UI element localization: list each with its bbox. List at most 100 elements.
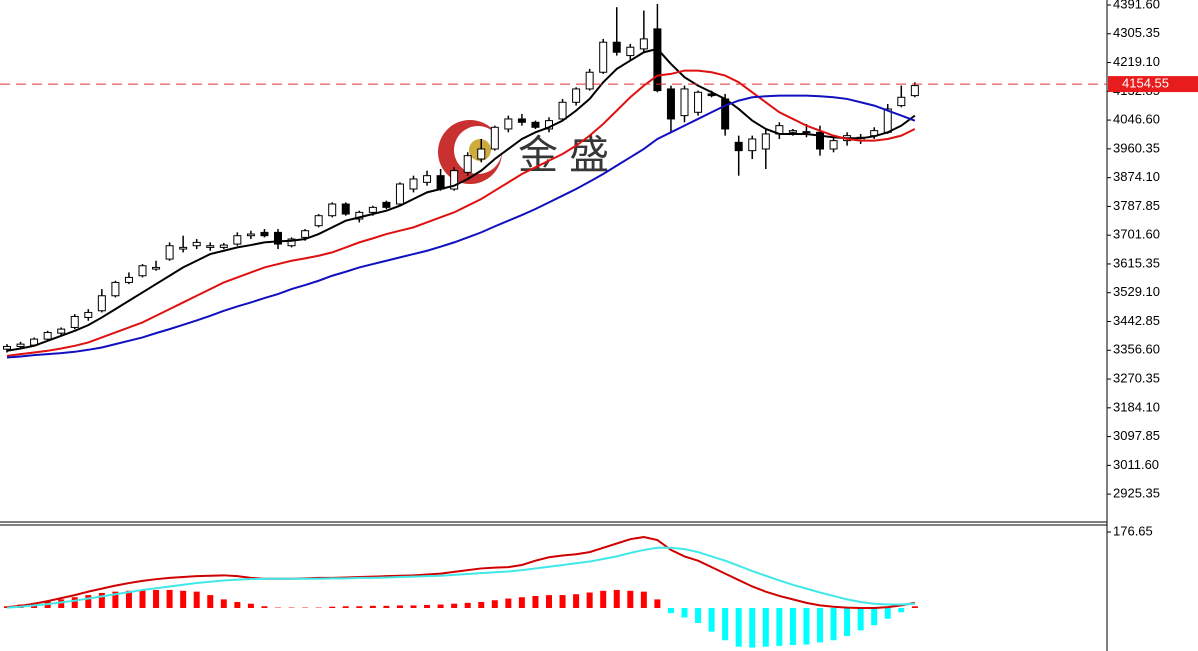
y-tick-label: 3874.10 (1113, 169, 1160, 184)
candle-body (802, 131, 811, 134)
candle-body (748, 138, 757, 152)
histogram-bar (342, 606, 349, 608)
y-tick-label: 3011.60 (1113, 457, 1159, 472)
y-tick-label: 3356.60 (1113, 342, 1160, 357)
histogram-bar (762, 607, 769, 647)
current-price-label: 4154.55 (1122, 76, 1169, 91)
histogram-bar (667, 607, 674, 614)
histogram-bar (85, 595, 92, 608)
candle-body (910, 85, 919, 97)
candle-body (829, 140, 838, 150)
histogram-bar (234, 601, 241, 608)
watermark-text: 金 盛 (518, 134, 609, 178)
candle-body (274, 231, 282, 245)
histogram-bar (776, 607, 783, 646)
candle-body (395, 183, 404, 205)
y-tick-label: 3442.85 (1113, 313, 1160, 328)
candle-body (206, 245, 215, 248)
candle-body (639, 38, 648, 50)
histogram-bar (356, 606, 363, 608)
histogram-bar (58, 599, 65, 608)
histogram-bar (464, 602, 471, 608)
candle-body (409, 178, 418, 190)
y-tick-label: 3787.85 (1113, 198, 1160, 213)
watermark: 金 盛 (438, 120, 609, 184)
candle-body (490, 126, 499, 150)
histogram-bar (71, 597, 78, 608)
histogram-bar (735, 607, 742, 647)
candle-body (314, 215, 323, 227)
candle-body (463, 155, 472, 173)
histogram-bar (898, 607, 905, 613)
histogram-bar (695, 607, 702, 624)
candle-body (152, 266, 161, 270)
histogram-bar (654, 599, 661, 608)
candle-body (436, 175, 445, 190)
histogram-bar (640, 591, 647, 608)
candle-body (138, 265, 147, 277)
histogram-bar (329, 606, 336, 608)
histogram-bar (478, 601, 485, 608)
candle-body (287, 238, 296, 247)
candle-body (328, 203, 337, 217)
candle-body (219, 244, 228, 248)
candle-body (504, 118, 513, 130)
candle-body (260, 231, 269, 237)
candle-body (70, 315, 79, 328)
indicator-line (6, 69, 916, 357)
indicator-line (6, 536, 916, 609)
histogram-bar (600, 590, 607, 608)
candle-body (761, 133, 770, 150)
indicator-line (6, 546, 915, 609)
histogram-bar (261, 606, 268, 608)
histogram-bar (749, 607, 756, 648)
y-tick-label: 3270.35 (1113, 370, 1160, 385)
histogram-bar (98, 592, 105, 608)
y-tick-label: 3701.60 (1113, 227, 1160, 242)
histogram-bar (857, 607, 864, 631)
y-tick-label: 176.65 (1113, 523, 1153, 538)
histogram-bar (681, 607, 688, 618)
histogram-bar (139, 589, 146, 608)
histogram-bar (153, 589, 160, 608)
histogram-bar (451, 603, 458, 608)
histogram-bar (383, 605, 390, 608)
current-price-box (1108, 76, 1198, 93)
histogram-bar (396, 605, 403, 608)
histogram-bar (708, 607, 715, 632)
histogram-bar (410, 605, 417, 608)
y-tick-label: 4046.60 (1113, 112, 1160, 127)
y-tick-label: 3184.10 (1113, 399, 1160, 414)
y-tick-label: 3615.35 (1113, 255, 1160, 270)
histogram-bar (586, 592, 593, 608)
candle-body (558, 101, 567, 120)
candle-body (666, 88, 675, 120)
candle-body (301, 230, 310, 238)
histogram-bar (911, 606, 918, 608)
candle-body (192, 241, 201, 247)
candle-body (97, 295, 106, 312)
histogram-bar (505, 598, 512, 608)
histogram-bar (573, 594, 580, 608)
candle-body (612, 41, 621, 53)
candle-body (233, 235, 242, 245)
histogram-bar (532, 595, 539, 608)
candle-body (680, 88, 689, 117)
histogram-bar (207, 595, 214, 608)
histogram-bar (817, 607, 823, 643)
histogram-bar (491, 600, 498, 608)
y-tick-label: 4219.10 (1113, 54, 1160, 69)
candle-body (179, 246, 188, 250)
candle-body (531, 121, 540, 128)
histogram-bar (220, 599, 227, 608)
histogram-bar (369, 605, 376, 608)
histogram-bar (166, 589, 173, 608)
histogram-bar (424, 604, 431, 608)
candle-body (382, 201, 391, 208)
indicator-line (6, 47, 916, 352)
candle-body (816, 131, 824, 150)
histogram-bar (125, 590, 132, 608)
histogram-bar (518, 597, 525, 608)
candle-body (626, 46, 635, 57)
indicator-line (6, 94, 916, 359)
